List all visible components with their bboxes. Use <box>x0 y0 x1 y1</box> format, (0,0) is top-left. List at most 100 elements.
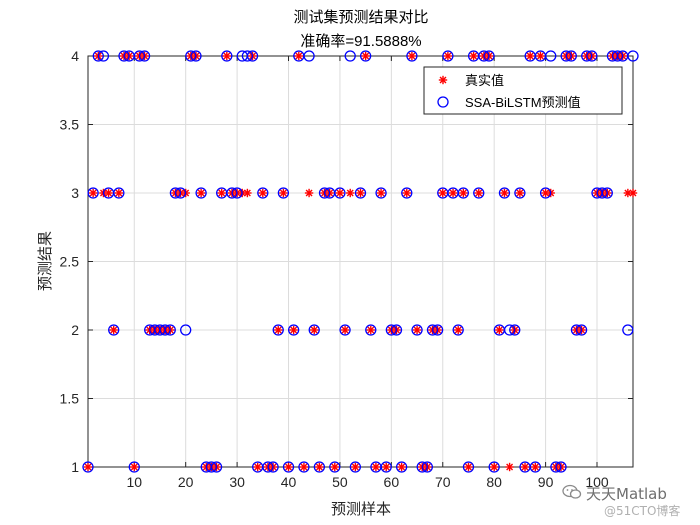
predicted-value-point <box>601 187 613 199</box>
x-tick-label: 50 <box>332 474 348 490</box>
predicted-value-point <box>138 50 151 62</box>
predicted-value-point <box>113 187 125 199</box>
y-tick-label: 4 <box>71 48 79 64</box>
predicted-value-point <box>272 324 284 336</box>
legend-circle-icon <box>437 96 449 108</box>
predicted-value-point <box>565 50 577 62</box>
x-tick-label: 20 <box>178 474 194 490</box>
true-value-point <box>361 51 370 61</box>
predicted-value-point <box>308 324 320 336</box>
predicted-value-point <box>550 461 562 473</box>
y-tick-label: 3 <box>71 185 79 201</box>
true-value-point <box>474 188 483 198</box>
legend-label-true: 真实值 <box>465 73 504 88</box>
true-value-point <box>217 188 226 198</box>
predicted-value-point <box>180 324 192 336</box>
predicted-value-point <box>514 187 526 199</box>
true-value-point <box>443 51 453 61</box>
predicted-value-point <box>473 187 485 199</box>
predicted-value-point <box>359 50 372 62</box>
x-tick-label: 100 <box>585 474 609 490</box>
predicted-value-point <box>488 461 500 473</box>
predicted-value-point <box>241 50 254 62</box>
predicted-value-point <box>159 324 171 336</box>
true-value-point <box>130 462 139 472</box>
predicted-value-point <box>118 50 130 62</box>
predicted-value-point <box>349 461 362 473</box>
x-tick-label: 40 <box>281 474 297 490</box>
true-value-point <box>525 51 535 61</box>
predicted-value-point <box>390 324 403 336</box>
predicted-value-point <box>87 187 99 199</box>
true-value-point <box>88 188 98 198</box>
predicted-value-point <box>401 187 413 199</box>
true-value-point <box>284 462 293 472</box>
predicted-value-point <box>395 461 408 473</box>
predicted-value-point <box>411 324 423 336</box>
predicted-value-point <box>462 461 475 473</box>
predicted-value-point <box>442 50 454 62</box>
predicted-value-point <box>128 461 140 473</box>
data-markers <box>82 50 639 473</box>
true-value-point <box>448 188 458 198</box>
wechat-icon <box>562 484 582 499</box>
predicted-value-point <box>169 187 182 199</box>
predicted-value-point <box>478 50 490 62</box>
predicted-value-point <box>622 324 634 336</box>
predicted-value-point <box>570 324 583 336</box>
watermark-main: 天天Matlab <box>586 485 667 503</box>
true-value-point <box>310 325 319 335</box>
predicted-value-point <box>575 324 588 336</box>
predicted-value-point <box>339 324 351 336</box>
predicted-value-point <box>195 187 207 199</box>
predicted-value-point <box>298 461 310 473</box>
true-value-point <box>628 188 638 198</box>
predicted-value-point <box>288 324 300 336</box>
true-value-point <box>438 188 447 198</box>
y-tick-label: 2.5 <box>60 254 80 270</box>
true-value-point <box>397 462 406 472</box>
true-value-point <box>515 188 525 198</box>
chart-title: 测试集预测结果对比 <box>293 8 428 26</box>
predicted-value-point <box>226 187 238 199</box>
true-value-point <box>459 188 468 198</box>
legend-marker-predicted <box>437 96 449 108</box>
chart-subtitle: 准确率=91.5888% <box>300 33 421 50</box>
true-value-point <box>407 51 417 61</box>
true-value-point <box>330 462 339 472</box>
true-value-point <box>114 188 124 198</box>
predicted-value-point <box>498 187 511 199</box>
predicted-value-point <box>431 324 444 336</box>
axis-ticks: 10 20 30 40 50 60 70 80 90 100 1 1.5 2 2.5 3 3.5 4 <box>60 48 633 490</box>
predicted-value-point <box>365 324 377 336</box>
true-value-point <box>371 462 381 472</box>
true-value-point <box>536 51 545 61</box>
true-value-point <box>346 188 355 198</box>
true-value-point <box>469 51 478 61</box>
true-value-point <box>196 188 206 198</box>
true-value-point <box>294 51 304 61</box>
predicted-value-point <box>231 187 243 199</box>
watermark-sub: @51CTO博客 <box>604 504 681 518</box>
predicted-value-point <box>586 50 598 62</box>
true-value-point <box>258 188 268 198</box>
predicted-value-point <box>457 187 469 199</box>
true-value-point <box>505 462 514 472</box>
legend: 真实值 SSA-BiLSTM预测值 <box>423 66 623 115</box>
predicted-value-point <box>190 50 202 62</box>
predicted-value-point <box>246 50 259 62</box>
predicted-value-point <box>257 187 269 199</box>
predicted-value-point <box>385 324 397 336</box>
true-value-point <box>253 462 262 472</box>
predicted-value-point <box>164 324 176 336</box>
predicted-value-point <box>406 50 418 62</box>
true-value-point <box>243 188 252 198</box>
y-tick-label: 1.5 <box>60 391 80 407</box>
predicted-value-point <box>421 461 433 473</box>
true-value-point <box>104 188 113 198</box>
predicted-value-point <box>344 50 356 62</box>
y-tick-label: 2 <box>71 322 79 338</box>
true-value-point <box>489 462 499 472</box>
true-value-point <box>366 325 375 335</box>
predicted-value-point <box>221 50 233 62</box>
